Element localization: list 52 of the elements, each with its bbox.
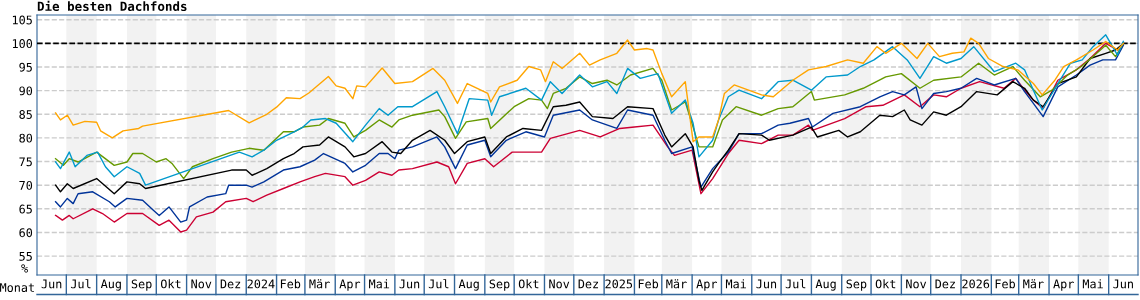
y-tick-label: 80	[19, 133, 33, 143]
x-tick-label: Jun	[399, 279, 420, 289]
x-tick-label: Nov	[191, 279, 212, 289]
x-tick-label: Jul	[785, 279, 806, 289]
y-tick-label: 85	[19, 110, 32, 119]
x-tick-label: Feb	[995, 279, 1015, 289]
x-tick-label: Apr	[1053, 279, 1074, 291]
x-tick-label: Sep	[131, 279, 152, 291]
x-tick-label: 2024	[247, 279, 275, 289]
chart-title: Die besten Dachfonds	[37, 0, 187, 12]
x-tick-label: Aug	[458, 279, 479, 291]
x-tick-label: Nov	[549, 279, 570, 289]
x-tick-label: Okt	[160, 279, 181, 289]
x-tick-label: Sep	[846, 279, 867, 291]
line-series	[54, 37, 1125, 143]
x-tick-label: Mär	[666, 279, 687, 289]
x-tick-label: Dez	[220, 279, 241, 289]
y-axis-title: %	[21, 264, 28, 273]
y-tick-label: 70	[19, 180, 33, 190]
x-tick-label: Jul	[70, 279, 91, 289]
x-tick-label: Jun	[1113, 279, 1133, 289]
x-tick-label: 2026	[962, 279, 990, 289]
x-tick-label: Apr	[696, 279, 717, 291]
x-tick-label: Dez	[578, 279, 599, 289]
x-tick-label: Aug	[815, 279, 836, 291]
x-tick-label: Aug	[100, 279, 121, 291]
x-tick-label: Jul	[428, 279, 449, 289]
x-tick-label: Sep	[489, 279, 510, 291]
x-tick-label: Mai	[1082, 279, 1103, 289]
x-tick-label: Mär	[309, 279, 330, 289]
x-tick-label: Feb	[280, 279, 301, 289]
x-tick-label: Nov	[906, 279, 927, 289]
y-tick-label: 65	[19, 204, 32, 214]
x-tick-label: Dez	[935, 279, 955, 289]
x-tick-label: Jun	[756, 279, 777, 289]
y-tick-label: 75	[19, 157, 32, 167]
y-tick-label: 95	[19, 62, 32, 72]
y-tick-label: 100	[12, 39, 33, 49]
x-tick-label: 2025	[605, 279, 633, 289]
y-tick-label: 105	[12, 15, 32, 25]
x-tick-label: Okt	[518, 279, 539, 289]
y-tick-label: 55	[19, 252, 32, 261]
y-tick-label: 90	[19, 86, 33, 96]
x-tick-label: Apr	[339, 279, 361, 291]
x-tick-label: Mai	[725, 279, 746, 289]
x-tick-label: Jun	[41, 279, 62, 289]
x-tick-label: Feb	[638, 279, 659, 289]
x-tick-label: Mär	[1023, 279, 1044, 289]
x-tick-label: Okt	[875, 279, 896, 289]
y-tick-label: 60	[19, 228, 33, 238]
x-axis-title: Monat	[0, 283, 34, 292]
x-tick-label: Mai	[369, 279, 390, 289]
